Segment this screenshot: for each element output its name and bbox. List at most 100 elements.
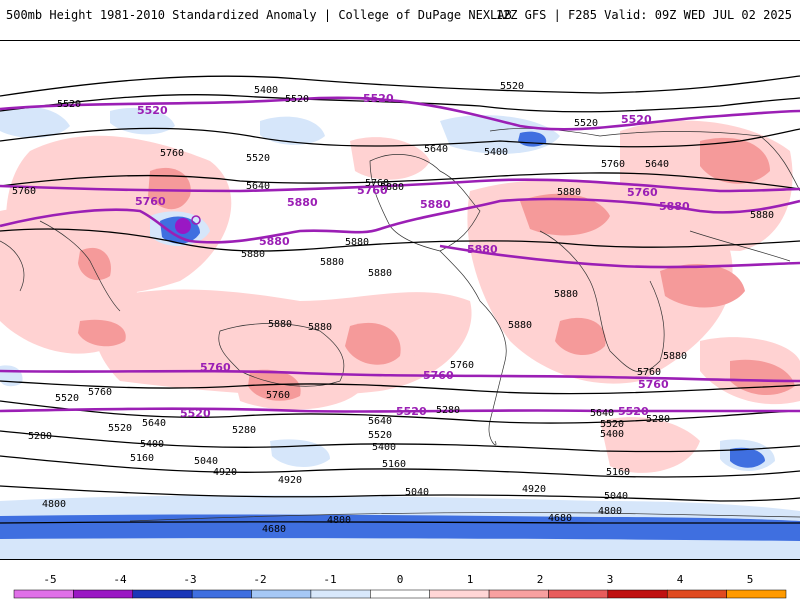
colorbar-tick-label: -5: [43, 573, 56, 586]
climo-label: 5760: [423, 369, 454, 382]
contour-label: 5160: [606, 467, 630, 478]
colorbar-ticks: -5 -4 -3 -2 -1 0 1 2 3 4 5: [43, 573, 753, 586]
contour-label: 5760: [450, 360, 474, 371]
colorbar-tick-label: -1: [323, 573, 336, 586]
contour-label: 5880: [380, 182, 404, 193]
contour-label: 5280: [436, 405, 460, 416]
contour-label: 5640: [142, 418, 166, 429]
climatology-contour-labels: 5520 5520 5520 5760 5880 5760 5880 5880 …: [135, 92, 690, 420]
contour-label: 5400: [484, 147, 508, 158]
contour-label: 5640: [424, 144, 448, 155]
climatology-contours: [0, 96, 800, 413]
colorbar-tick-label: 1: [467, 573, 474, 586]
contour-label: 5760: [365, 178, 389, 189]
colorbar-tick-label: -4: [113, 573, 127, 586]
contour-label: 5640: [246, 181, 270, 192]
positive-anomaly-shading: [0, 120, 800, 473]
contour-label: 5880: [268, 319, 292, 330]
colorbar-segment: [132, 589, 193, 599]
climo-label: 5760: [638, 378, 669, 391]
contour-label: 5400: [140, 439, 164, 450]
model-run-info: 12Z GFS | F285 Valid: 09Z WED JUL 02 202…: [495, 8, 792, 22]
contour-label: 5880: [557, 187, 581, 198]
colorbar-tick-label: 0: [397, 573, 404, 586]
colorbar-segment: [370, 589, 430, 599]
anomaly-map[interactable]: 5400 5520 5520 5520 5520 5760 5520 5640 …: [0, 40, 800, 560]
colorbar-segment: [310, 589, 371, 599]
contour-label: 5880: [345, 237, 369, 248]
climo-label: 5520: [621, 113, 652, 126]
contour-label: 5880: [750, 210, 774, 221]
contour-label: 5040: [405, 487, 429, 498]
contour-label: 5520: [600, 419, 624, 430]
contour-label: 4680: [548, 513, 572, 524]
colorbar-segment: [488, 589, 549, 599]
colorbar-tick-label: 2: [537, 573, 544, 586]
climo-label: 5880: [259, 235, 290, 248]
contour-label: 5640: [590, 408, 614, 419]
contour-label: 4800: [598, 506, 622, 517]
contour-label: 5880: [554, 289, 578, 300]
contour-label: 4680: [262, 524, 286, 535]
contour-label: 5640: [368, 416, 392, 427]
contour-label: 5760: [266, 390, 290, 401]
header: 500mb Height 1981-2010 Standardized Anom…: [0, 0, 800, 30]
climo-label: 5520: [396, 405, 427, 418]
climo-label: 5880: [287, 196, 318, 209]
climo-label: 5520: [618, 405, 649, 418]
climo-label: 5760: [357, 184, 388, 197]
height-contours: [0, 75, 800, 524]
colorbar-segment: [251, 589, 312, 599]
contour-label: 5760: [88, 387, 112, 398]
contour-label: 5520: [246, 153, 270, 164]
colorbar-tick-label: 4: [677, 573, 684, 586]
contour-label: 5040: [604, 491, 628, 502]
contour-label: 5760: [601, 159, 625, 170]
climo-label: 5760: [135, 195, 166, 208]
contour-label: 5880: [663, 351, 687, 362]
contour-label: 5400: [600, 429, 624, 440]
climo-label: 5880: [659, 200, 690, 213]
contour-label: 5760: [12, 186, 36, 197]
contour-label: 5280: [28, 431, 52, 442]
climo-label: 5880: [420, 198, 451, 211]
contour-label: 4920: [278, 475, 302, 486]
colorbar-segment: [13, 589, 74, 599]
colorbar-tick-label: 5: [747, 573, 754, 586]
contour-label: 5880: [308, 322, 332, 333]
colorbar-segment: [191, 589, 252, 599]
colorbar-segment: [73, 589, 134, 599]
climo-label: 5760: [627, 186, 658, 199]
climo-label: 5520: [137, 104, 168, 117]
climo-label: 5520: [180, 407, 211, 420]
strong-positive-anomaly-shading: [78, 137, 795, 401]
contour-label: 5400: [254, 85, 278, 96]
colorbar-segment: [607, 589, 668, 599]
climo-label: 5880: [467, 243, 498, 256]
contour-label: 5520: [574, 118, 598, 129]
colorbar-segment: [548, 589, 609, 599]
contour-label: 5880: [320, 257, 344, 268]
colorbar-segment: [726, 589, 787, 599]
contour-label: 4920: [522, 484, 546, 495]
contour-label: 5520: [108, 423, 132, 434]
colorbar-segment: [429, 589, 490, 599]
contour-label: 4800: [42, 499, 66, 510]
contour-label: 5640: [645, 159, 669, 170]
colorbar-segment: [666, 589, 727, 599]
colorbar-segments: [13, 589, 787, 599]
contour-label: 5520: [55, 393, 79, 404]
contour-label: 5880: [368, 268, 392, 279]
colorbar: -5 -4 -3 -2 -1 0 1 2 3 4 5: [13, 573, 787, 599]
contour-label: 5880: [508, 320, 532, 331]
contour-label: 5520: [57, 99, 81, 110]
low-center-marker: [191, 215, 201, 225]
colorbar-tick-label: 3: [607, 573, 614, 586]
contour-label: 5280: [646, 414, 670, 425]
map-title: 500mb Height 1981-2010 Standardized Anom…: [6, 8, 512, 22]
climo-label: 5760: [200, 361, 231, 374]
contour-label: 4920: [213, 467, 237, 478]
contour-label: 5760: [160, 148, 184, 159]
contour-label: 5760: [637, 367, 661, 378]
height-contour-labels: 5400 5520 5520 5520 5520 5760 5520 5640 …: [12, 81, 774, 535]
